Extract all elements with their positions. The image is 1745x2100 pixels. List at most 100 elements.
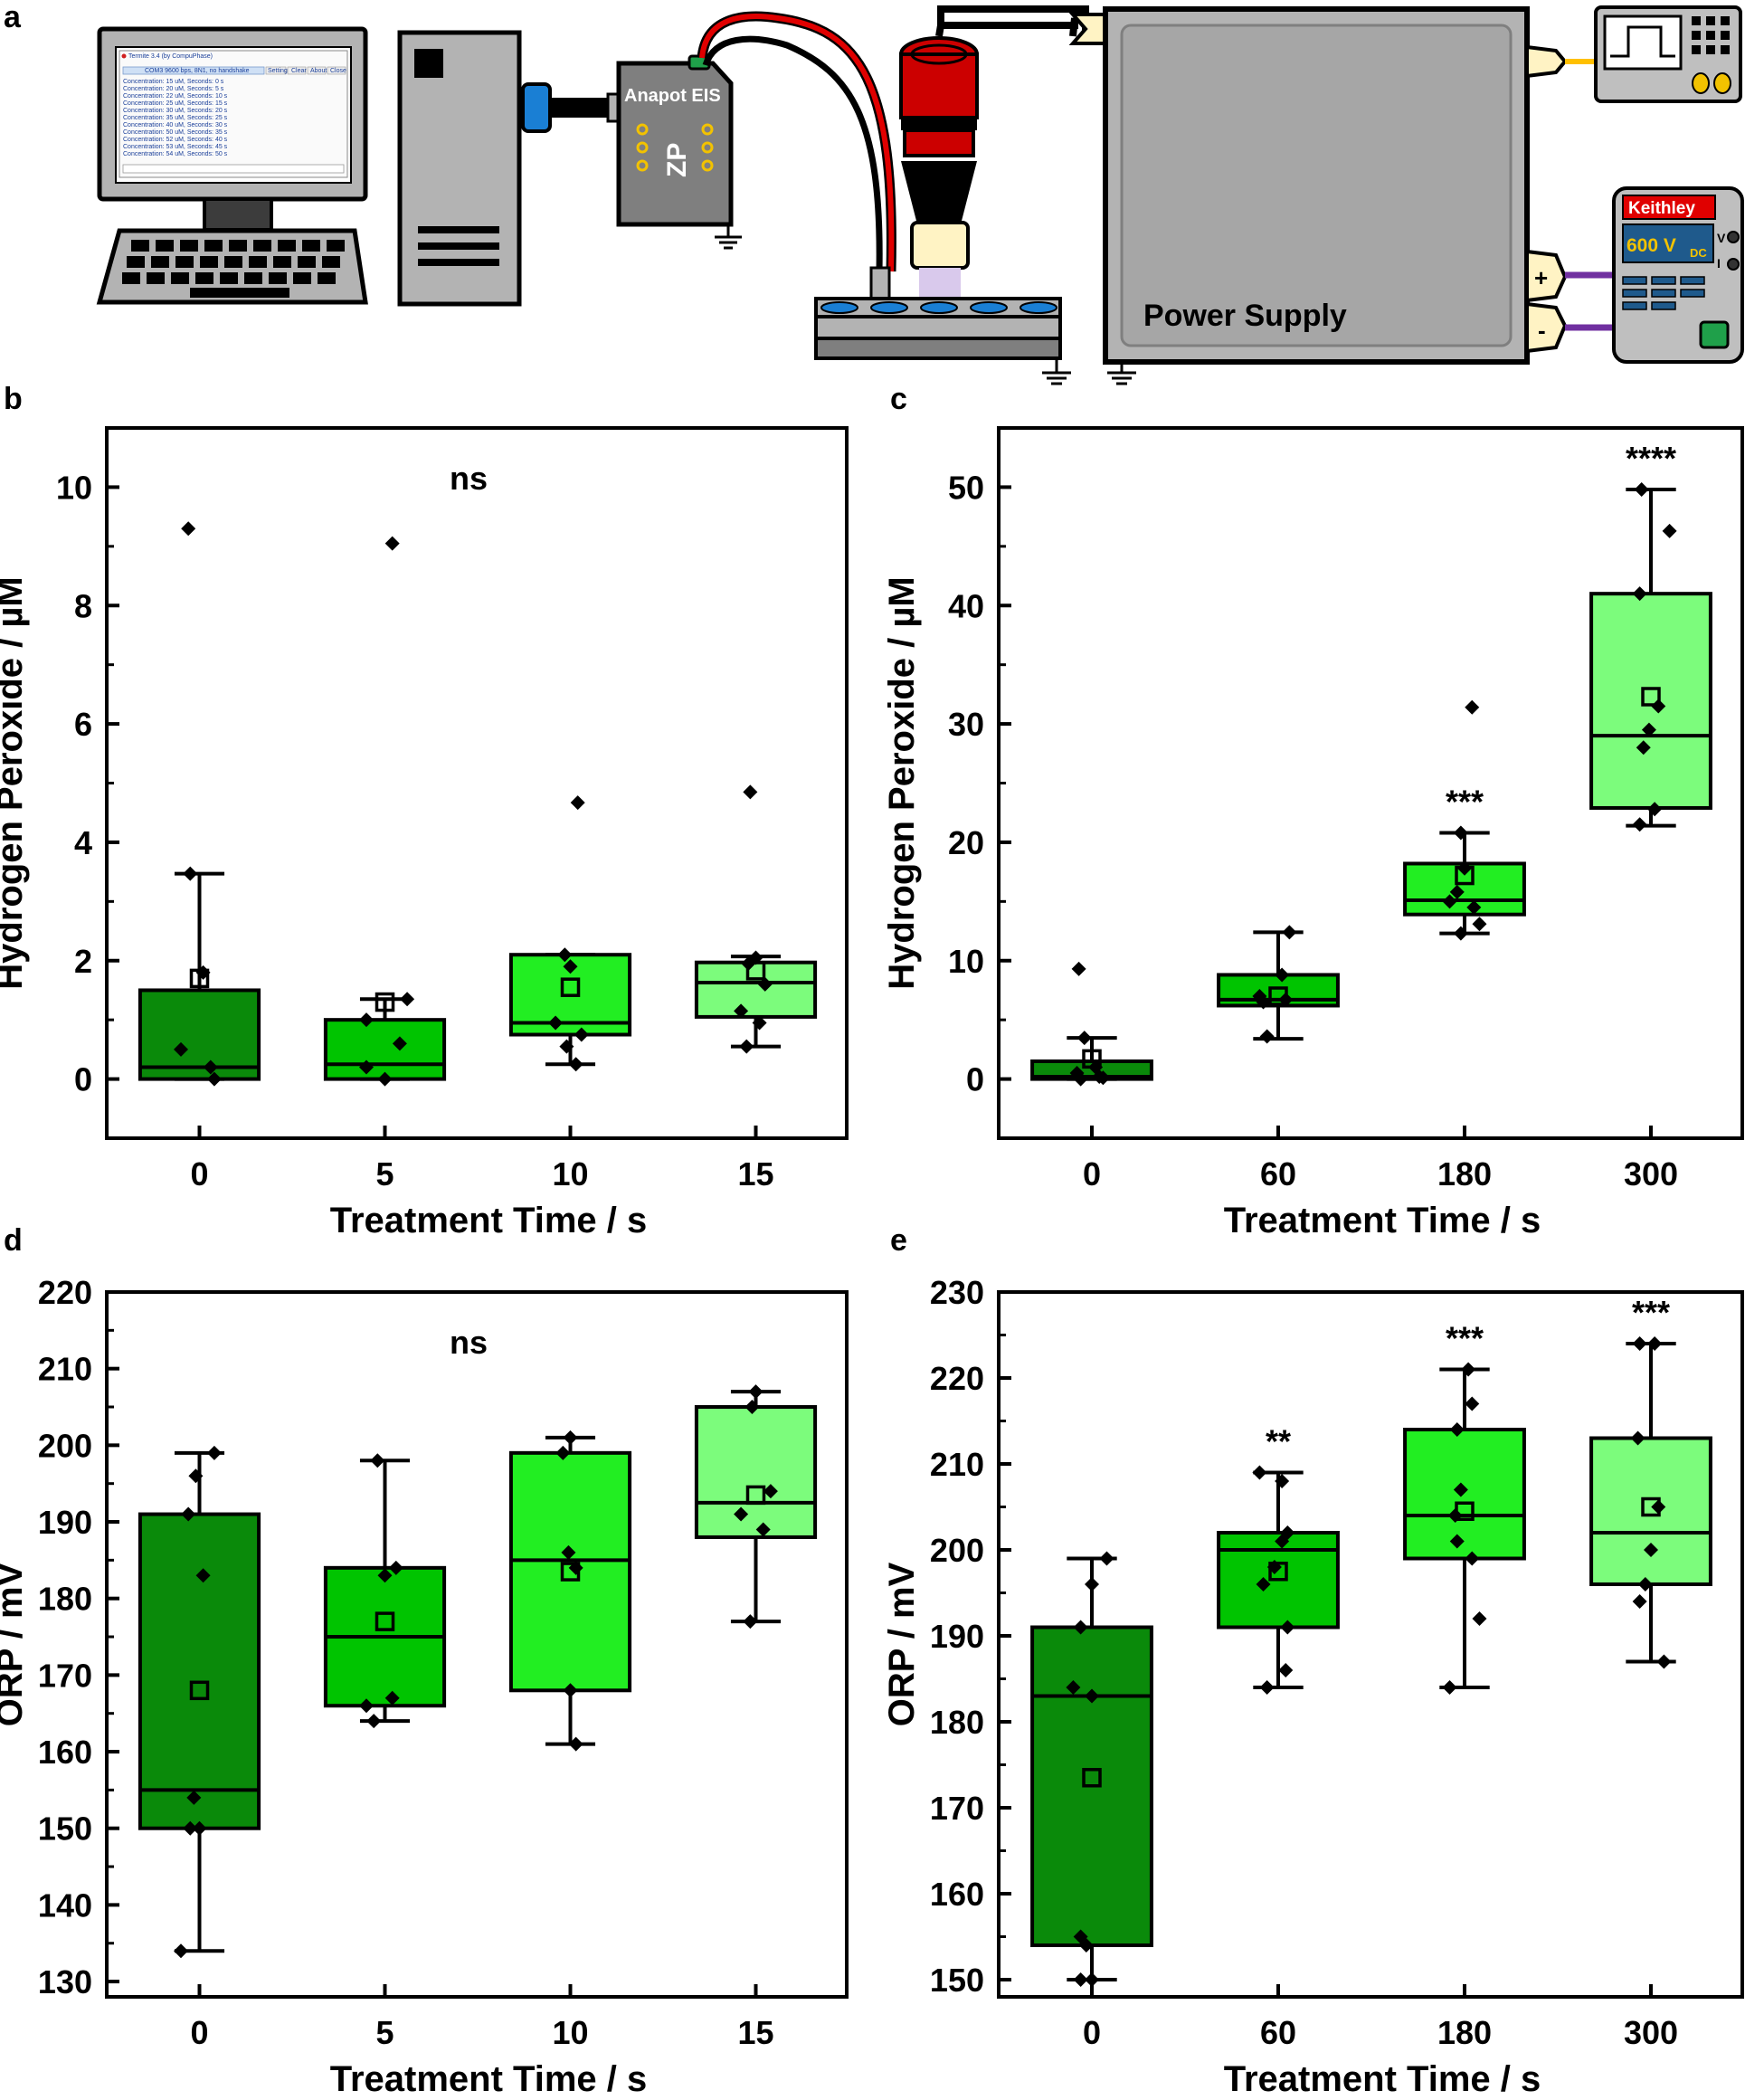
data-point <box>1641 722 1656 737</box>
keyboard-key <box>175 256 194 268</box>
software-line: Concentration: 50 uM, Seconds: 35 s <box>123 129 228 136</box>
plasma-jet-icon <box>899 17 1078 313</box>
data-point <box>557 947 573 963</box>
data-point <box>561 1544 576 1560</box>
data-point <box>1632 1336 1647 1351</box>
significance-annotation: **** <box>1626 440 1676 477</box>
x-tick-label: 0 <box>190 2014 208 2051</box>
data-point <box>1280 1620 1295 1635</box>
keyboard-key <box>171 272 189 284</box>
software-window-title: Termite 3.4 (by CompuPhase) <box>128 53 213 60</box>
significance-annotation: ns <box>450 460 488 497</box>
data-point <box>1449 1422 1465 1437</box>
data-point <box>1078 1938 1094 1953</box>
usb-cable-icon <box>521 82 621 133</box>
data-point <box>359 1012 374 1028</box>
mean-marker <box>1455 865 1475 886</box>
y-tick-label: 160 <box>930 1876 984 1913</box>
box-iqr <box>1403 1428 1526 1561</box>
mean-marker <box>560 1562 581 1582</box>
data-point <box>1634 482 1649 498</box>
keyboard-key <box>322 256 340 268</box>
software-button-settings[interactable]: Settings <box>268 68 291 74</box>
y-tick-label: 170 <box>930 1790 984 1827</box>
data-point <box>744 1400 760 1415</box>
x-tick-label: 15 <box>737 2014 773 2051</box>
keyboard-key <box>273 256 291 268</box>
y-tick-label: 10 <box>56 469 92 506</box>
keyboard-key <box>195 272 213 284</box>
y-tick-label: 220 <box>930 1360 984 1397</box>
y-tick-label: 140 <box>38 1886 92 1924</box>
data-point <box>1644 1543 1658 1557</box>
mean-marker <box>560 977 581 997</box>
data-point <box>192 1820 207 1836</box>
y-tick-label: 210 <box>930 1446 984 1483</box>
y-tick-label: 0 <box>966 1061 984 1098</box>
panel-label-b: b <box>4 382 23 416</box>
software-line: Concentration: 22 uM, Seconds: 10 s <box>123 93 228 100</box>
y-tick-label: 0 <box>74 1061 92 1098</box>
data-point <box>1259 1029 1275 1044</box>
y-tick-label: 40 <box>948 587 984 624</box>
data-point <box>1073 1620 1088 1635</box>
box-group-10 <box>508 1430 632 1752</box>
data-point <box>388 1560 403 1575</box>
mean-marker <box>375 992 395 1012</box>
y-tick-label: 150 <box>930 1962 984 1999</box>
keyboard-key <box>249 256 267 268</box>
data-point <box>1656 1654 1672 1669</box>
data-point <box>1632 586 1647 602</box>
keyboard-icon <box>96 228 368 305</box>
y-tick-label: 230 <box>930 1274 984 1311</box>
data-point <box>748 1384 763 1400</box>
data-point <box>400 992 415 1007</box>
box-group-0 <box>1030 1551 1153 1987</box>
box-group-15 <box>694 1384 818 1630</box>
software-output-lines: Concentration: 15 uM, Seconds: 0 s Conce… <box>123 79 228 157</box>
keyboard-key <box>293 272 311 284</box>
software-line: Concentration: 25 uM, Seconds: 15 s <box>123 100 228 107</box>
software-button-about[interactable]: About <box>310 68 327 74</box>
data-point <box>563 1683 578 1698</box>
x-axis-title: Treatment Time / s <box>1224 1201 1541 1240</box>
panel-d-chart: d 130 140 150 160 170 180 190 200 210 220 0 5 10 15 ns… <box>0 1223 849 2099</box>
software-button-close[interactable]: Close <box>330 68 346 74</box>
data-point <box>1071 961 1086 976</box>
keyboard-key <box>298 256 316 268</box>
y-tick-label: 190 <box>38 1504 92 1541</box>
data-point <box>1453 825 1468 841</box>
data-point <box>186 1790 202 1805</box>
data-point <box>1449 884 1465 899</box>
data-point <box>563 959 578 974</box>
panel-label-d: d <box>4 1223 23 1258</box>
data-point <box>206 1445 222 1460</box>
y-tick-label: 4 <box>74 824 92 861</box>
y-tick-label: 160 <box>38 1734 92 1771</box>
y-tick-label: 180 <box>930 1704 984 1741</box>
software-button-clear[interactable]: Clear <box>291 68 307 74</box>
data-point <box>1282 925 1297 940</box>
y-tick-label: 180 <box>38 1581 92 1618</box>
data-point <box>1449 1534 1465 1549</box>
x-axis-title: Treatment Time / s <box>1224 2059 1541 2099</box>
data-point <box>174 1943 188 1959</box>
data-point <box>1442 1680 1457 1695</box>
significance-annotation: *** <box>1446 1320 1484 1357</box>
data-point <box>1252 1465 1267 1480</box>
keyboard-key <box>220 272 238 284</box>
box-group-0 <box>1030 961 1153 1087</box>
mean-marker <box>1455 1501 1475 1521</box>
data-point <box>366 1714 382 1729</box>
panel-label-e: e <box>890 1223 907 1258</box>
data-point <box>1636 740 1651 755</box>
data-point <box>1066 1680 1081 1695</box>
panel-label-a: a <box>4 0 22 34</box>
sample-plate-icon <box>814 297 1071 385</box>
data-point <box>1630 1430 1645 1446</box>
meter-reading: 600 V <box>1626 235 1676 256</box>
data-point <box>757 976 773 992</box>
data-point <box>574 1027 589 1042</box>
ground-icon <box>1107 362 1136 385</box>
data-point <box>181 521 196 537</box>
